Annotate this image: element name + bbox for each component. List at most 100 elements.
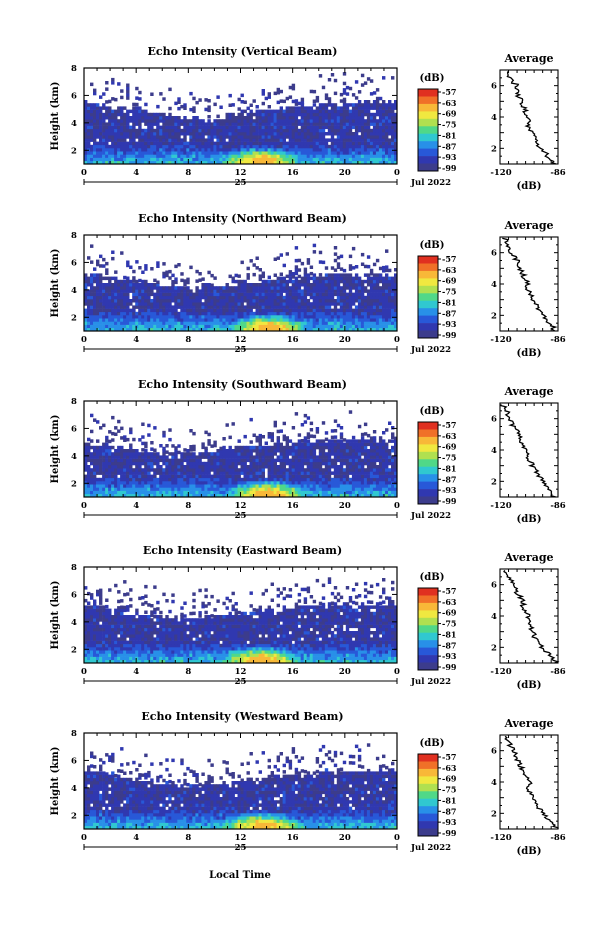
echo-cell — [249, 283, 253, 287]
echo-cell — [246, 324, 250, 329]
echo-cell — [312, 138, 317, 142]
echo-cell — [267, 148, 271, 152]
echo-cell — [108, 151, 112, 155]
echo-cell — [132, 455, 136, 459]
echo-cell — [126, 119, 130, 123]
echo-cell — [201, 324, 205, 329]
echo-cell — [213, 122, 217, 126]
echo-cell — [294, 271, 299, 276]
echo-cell — [144, 458, 148, 463]
echo-cell — [156, 132, 160, 136]
echo-cell — [87, 276, 91, 281]
echo-cell — [378, 324, 383, 329]
echo-cell — [126, 151, 130, 155]
echo-cell — [258, 116, 262, 120]
echo-cell — [189, 265, 193, 270]
echo-cell — [369, 311, 374, 316]
echo-cell — [87, 122, 91, 126]
echo-cell — [159, 465, 163, 469]
echo-cell — [391, 122, 395, 126]
echo-cell — [90, 324, 94, 329]
echo-cell — [391, 116, 395, 120]
echo-cell — [306, 308, 311, 313]
echo-cell — [273, 273, 277, 277]
echo-cell — [159, 487, 163, 491]
echo-cell — [288, 116, 293, 120]
echo-cell — [210, 444, 214, 448]
echo-cell — [84, 286, 88, 290]
echo-cell — [102, 299, 106, 303]
echo-cell — [84, 122, 88, 126]
echo-cell — [288, 138, 293, 142]
echo-cell — [388, 283, 392, 287]
echo-cell — [156, 289, 160, 293]
echo-cell — [372, 286, 377, 290]
echo-cell — [117, 318, 121, 322]
echo-cell — [309, 295, 314, 300]
echo-cell — [375, 299, 380, 303]
echo-cell — [261, 122, 265, 126]
echo-cell — [105, 474, 109, 479]
echo-cell — [87, 442, 91, 447]
echo-cell — [327, 116, 332, 120]
echo-cell — [129, 430, 133, 435]
echo-cell — [321, 302, 326, 306]
echo-cell — [108, 484, 112, 488]
echo-cell — [180, 452, 184, 456]
echo-cell — [105, 81, 109, 85]
echo-cell — [93, 452, 97, 456]
echo-cell — [156, 299, 160, 303]
echo-cell — [135, 305, 139, 309]
echo-cell — [129, 286, 133, 290]
echo-cell — [177, 122, 181, 126]
echo-cell — [303, 324, 308, 329]
echo-cell — [204, 283, 208, 287]
echo-cell — [342, 292, 347, 297]
echo-cell — [372, 141, 377, 146]
echo-cell — [240, 321, 244, 325]
echo-cell — [99, 299, 103, 303]
echo-cell — [339, 138, 344, 142]
echo-cell — [264, 308, 268, 313]
echo-cell — [108, 465, 112, 469]
echo-cell — [156, 311, 160, 316]
echo-cell — [138, 128, 142, 133]
echo-cell — [87, 292, 91, 297]
echo-cell — [255, 484, 259, 488]
echo-cell — [312, 295, 317, 300]
echo-cell — [267, 455, 271, 459]
echo-cell — [126, 160, 130, 165]
echo-cell — [273, 160, 277, 165]
echo-cell — [306, 154, 311, 158]
echo-cell — [120, 89, 124, 93]
echo-cell — [330, 148, 335, 152]
echo-cell — [228, 286, 232, 290]
echo-cell — [105, 276, 109, 281]
echo-cell — [96, 144, 100, 149]
echo-cell — [348, 154, 353, 158]
echo-cell — [87, 315, 91, 319]
echo-cell — [219, 455, 223, 459]
echo-cell — [264, 490, 268, 495]
echo-cell — [231, 144, 235, 149]
echo-cell — [156, 305, 160, 309]
echo-cell — [216, 299, 220, 303]
echo-cell — [105, 324, 109, 329]
echo-cell — [279, 318, 283, 322]
echo-cell — [174, 484, 178, 488]
echo-cell — [96, 119, 100, 123]
echo-cell — [156, 318, 160, 322]
echo-cell — [312, 135, 317, 139]
echo-cell — [255, 157, 259, 162]
echo-cell — [168, 428, 172, 432]
echo-cell — [168, 327, 172, 332]
echo-cell — [306, 258, 311, 262]
echo-cell — [255, 160, 259, 165]
echo-cell — [249, 461, 253, 466]
echo-cell — [348, 308, 353, 313]
echo-cell — [297, 160, 302, 165]
echo-cell — [126, 490, 130, 495]
echo-cell — [249, 135, 253, 139]
echo-cell — [246, 468, 250, 472]
echo-cell — [117, 302, 121, 306]
